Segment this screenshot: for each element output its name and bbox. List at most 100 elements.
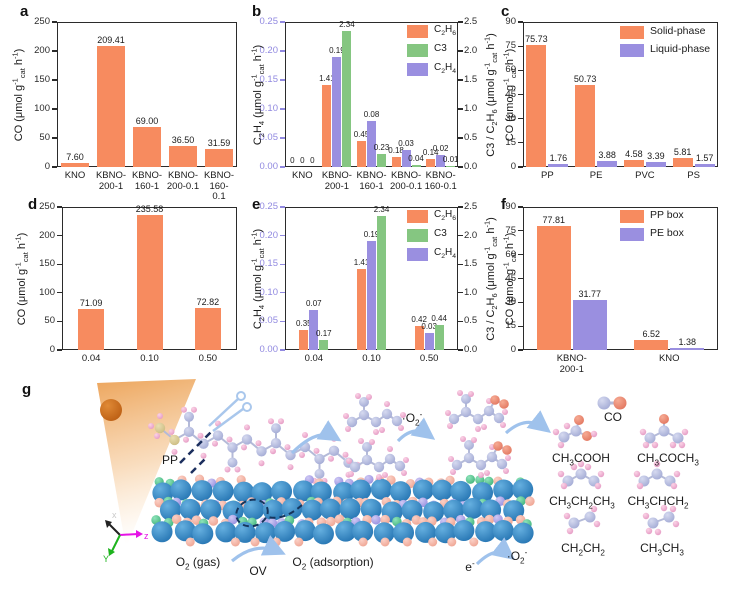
product-label-propene: CH3CHCH2 — [627, 494, 689, 511]
bar-value-label: 0.44 — [431, 313, 447, 323]
fragment-atom — [381, 408, 393, 420]
panel-b-hydrocarbons-catalysts: 0.00 0.05 0.10 0.15 0.20 0.25 C2H4 (μmol g-1ca… — [245, 0, 499, 192]
atom — [346, 458, 352, 464]
lattice-atom — [293, 480, 315, 502]
fragment-atom — [451, 459, 463, 471]
right-axis-tick-mark — [458, 349, 463, 351]
mechanism-illustration: x z Y — [97, 379, 689, 566]
atom — [505, 455, 511, 461]
atom — [502, 409, 508, 415]
x-axis-category-label: KBNO- 200-0.1 — [389, 170, 423, 192]
product-label-ethane: CH3CH3 — [640, 541, 684, 558]
x-axis-category-label: PVC — [635, 170, 655, 181]
atom — [563, 422, 571, 430]
y-axis-tick-mark — [280, 320, 285, 322]
lattice-atom — [230, 537, 240, 547]
atom — [653, 460, 661, 468]
y-axis-tick-mark — [518, 166, 523, 168]
lattice-atom — [370, 478, 392, 500]
fragment-atom — [448, 413, 460, 425]
lattice-atom — [262, 499, 284, 521]
bar-value-label: 0 — [310, 156, 315, 165]
co-molecule — [613, 396, 627, 410]
fragment-atom — [475, 459, 487, 471]
lattice-atom — [208, 516, 219, 526]
y-axis-tick-label: 50 — [39, 132, 50, 143]
atom — [376, 474, 382, 480]
atom — [636, 482, 644, 490]
ch3cooh-molecule — [574, 415, 584, 425]
bar — [426, 158, 436, 167]
atom — [299, 452, 305, 458]
bar-value-label: 0.42 — [411, 314, 427, 324]
bar — [322, 85, 332, 167]
panel-label-g: g — [22, 381, 32, 398]
lattice-atom — [465, 474, 475, 484]
chart-b: 0.00 0.05 0.10 0.15 0.20 0.25 C2H4 (μmol g-1ca… — [245, 0, 499, 192]
lattice-atom — [335, 520, 357, 542]
atom — [270, 448, 276, 455]
bar-value-label: 0 — [290, 156, 295, 165]
y-axis-tick-label: 0 — [44, 161, 50, 172]
atom — [373, 429, 379, 435]
lattice-atom — [493, 479, 515, 501]
atom — [362, 442, 372, 452]
y-axis-tick-mark — [518, 349, 523, 351]
atom — [566, 527, 574, 535]
ch3coch3-molecule — [672, 432, 684, 444]
bar — [342, 31, 352, 167]
y-axis-tick-label: 0.00 — [259, 344, 279, 355]
atom — [645, 527, 653, 535]
y-axis-tick-label: 0.20 — [259, 45, 279, 56]
fragment-atom — [394, 460, 406, 472]
lattice-atom — [512, 522, 534, 544]
fragment-atom — [460, 406, 472, 418]
y-axis-tick-label: 0.05 — [259, 315, 279, 327]
atom — [475, 426, 481, 432]
lattice-atom — [402, 537, 412, 547]
bar — [194, 308, 221, 350]
bar — [377, 153, 386, 167]
atom — [343, 413, 349, 419]
bar — [367, 120, 376, 167]
atom — [328, 455, 334, 462]
y-axis-tick-mark — [57, 320, 62, 322]
bar — [597, 160, 618, 167]
atom — [403, 457, 409, 463]
y-axis-tick-mark — [57, 263, 62, 265]
lattice-atom — [472, 482, 494, 504]
lattice-atom — [350, 479, 372, 501]
y-axis-tick-mark — [57, 206, 62, 208]
panel-f-co-boxes: 0 15 30 45 60 75 90 CO (μmol g-1cat h-1) 77.81 31… — [490, 190, 737, 380]
atom — [468, 391, 474, 397]
y-axis-tick-mark — [280, 137, 285, 139]
y-axis-tick-mark — [52, 79, 57, 81]
legend-label: C2H4 — [434, 62, 457, 75]
superoxide-radical-label: ·O2- — [506, 548, 528, 566]
x-axis-category-label: KBNO- 160-1 — [131, 170, 163, 192]
legend-label: C3 — [434, 43, 447, 54]
legend-label: C3 — [434, 228, 447, 239]
y-axis-title: CO (μmol g-1cat h-1) — [501, 48, 519, 141]
y-axis-tick-mark — [280, 235, 285, 237]
y-axis-tick-mark — [518, 69, 523, 71]
bar-value-label: 36.50 — [171, 134, 195, 145]
pp-chain-atom — [154, 422, 166, 434]
atom — [577, 460, 585, 468]
propene-molecule — [651, 468, 663, 480]
bar — [572, 299, 607, 350]
oxygen-atom — [493, 441, 503, 451]
bar-value-label: 31.77 — [578, 288, 602, 299]
fragment-atom — [361, 454, 373, 466]
product-label-ch3coch3: CH3COCH3 — [637, 451, 699, 468]
bar-value-label: 0.08 — [363, 109, 380, 119]
lattice-atom — [174, 520, 196, 542]
atom — [597, 470, 605, 478]
bar-value-label: 4.58 — [625, 148, 643, 159]
right-axis-tick-label: 0.0 — [464, 161, 478, 172]
legend-label: PP box — [650, 209, 684, 221]
atom — [563, 512, 571, 520]
fragment-atom — [349, 461, 361, 473]
fragment-atom — [493, 412, 505, 424]
bar-value-label: 0.14 — [422, 147, 439, 157]
